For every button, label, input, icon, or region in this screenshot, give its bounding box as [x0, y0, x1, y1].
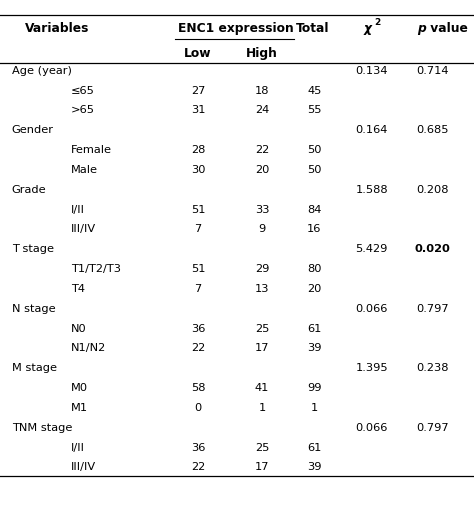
Text: ≤65: ≤65	[71, 86, 95, 96]
Text: 1: 1	[310, 403, 318, 413]
Text: N0: N0	[71, 324, 87, 334]
Text: 39: 39	[307, 343, 321, 353]
Text: 9: 9	[258, 224, 266, 234]
Text: 17: 17	[255, 343, 269, 353]
Text: 22: 22	[255, 145, 269, 155]
Text: 5.429: 5.429	[356, 244, 388, 254]
Text: 0: 0	[194, 403, 202, 413]
Text: M0: M0	[71, 383, 88, 393]
Text: T1/T2/T3: T1/T2/T3	[71, 264, 121, 274]
Text: Male: Male	[71, 165, 98, 175]
Text: Female: Female	[71, 145, 112, 155]
Text: Total: Total	[296, 22, 329, 35]
Text: 0.797: 0.797	[417, 304, 449, 314]
Text: ENC1 expression: ENC1 expression	[178, 22, 294, 35]
Text: 99: 99	[307, 383, 321, 393]
Text: 2: 2	[374, 18, 381, 27]
Text: 36: 36	[191, 443, 205, 453]
Text: value: value	[426, 22, 467, 35]
Text: 24: 24	[255, 105, 269, 115]
Text: N1/N2: N1/N2	[71, 343, 106, 353]
Text: 1.395: 1.395	[356, 363, 388, 373]
Text: 1: 1	[258, 403, 266, 413]
Text: 0.208: 0.208	[417, 185, 449, 195]
Text: 31: 31	[191, 105, 205, 115]
Text: M1: M1	[71, 403, 88, 413]
Text: 1.588: 1.588	[356, 185, 388, 195]
Text: 28: 28	[191, 145, 205, 155]
Text: 17: 17	[255, 462, 269, 472]
Text: 0.714: 0.714	[417, 66, 449, 76]
Text: 50: 50	[307, 145, 321, 155]
Text: 13: 13	[255, 284, 269, 294]
Text: Variables: Variables	[25, 22, 89, 35]
Text: TNM stage: TNM stage	[12, 423, 72, 433]
Text: p: p	[417, 22, 426, 35]
Text: I/II: I/II	[71, 205, 85, 215]
Text: Age (year): Age (year)	[12, 66, 72, 76]
Text: Grade: Grade	[12, 185, 46, 195]
Text: 0.685: 0.685	[417, 125, 449, 135]
Text: 61: 61	[307, 443, 321, 453]
Text: χ: χ	[364, 22, 372, 35]
Text: T4: T4	[71, 284, 85, 294]
Text: 0.164: 0.164	[356, 125, 388, 135]
Text: Gender: Gender	[12, 125, 54, 135]
Text: Low: Low	[184, 47, 212, 60]
Text: >65: >65	[71, 105, 95, 115]
Text: 84: 84	[307, 205, 321, 215]
Text: 0.797: 0.797	[417, 423, 449, 433]
Text: M stage: M stage	[12, 363, 57, 373]
Text: 29: 29	[255, 264, 269, 274]
Text: N stage: N stage	[12, 304, 55, 314]
Text: 25: 25	[255, 443, 269, 453]
Text: III/IV: III/IV	[71, 462, 96, 472]
Text: 55: 55	[307, 105, 321, 115]
Text: 18: 18	[255, 86, 269, 96]
Text: 0.134: 0.134	[356, 66, 388, 76]
Text: T stage: T stage	[12, 244, 54, 254]
Text: 20: 20	[307, 284, 321, 294]
Text: III/IV: III/IV	[71, 224, 96, 234]
Text: 20: 20	[255, 165, 269, 175]
Text: 7: 7	[194, 284, 202, 294]
Text: 58: 58	[191, 383, 205, 393]
Text: 27: 27	[191, 86, 205, 96]
Text: 0.066: 0.066	[356, 423, 388, 433]
Text: 36: 36	[191, 324, 205, 334]
Text: I/II: I/II	[71, 443, 85, 453]
Text: 25: 25	[255, 324, 269, 334]
Text: 51: 51	[191, 264, 205, 274]
Text: 51: 51	[191, 205, 205, 215]
Text: 0.020: 0.020	[415, 244, 451, 254]
Text: 30: 30	[191, 165, 205, 175]
Text: 50: 50	[307, 165, 321, 175]
Text: 41: 41	[255, 383, 269, 393]
Text: 0.066: 0.066	[356, 304, 388, 314]
Text: 22: 22	[191, 462, 205, 472]
Text: 80: 80	[307, 264, 321, 274]
Text: 0.238: 0.238	[417, 363, 449, 373]
Text: 7: 7	[194, 224, 202, 234]
Text: High: High	[246, 47, 278, 60]
Text: 61: 61	[307, 324, 321, 334]
Text: 39: 39	[307, 462, 321, 472]
Text: 16: 16	[307, 224, 321, 234]
Text: 22: 22	[191, 343, 205, 353]
Text: 33: 33	[255, 205, 269, 215]
Text: 45: 45	[307, 86, 321, 96]
